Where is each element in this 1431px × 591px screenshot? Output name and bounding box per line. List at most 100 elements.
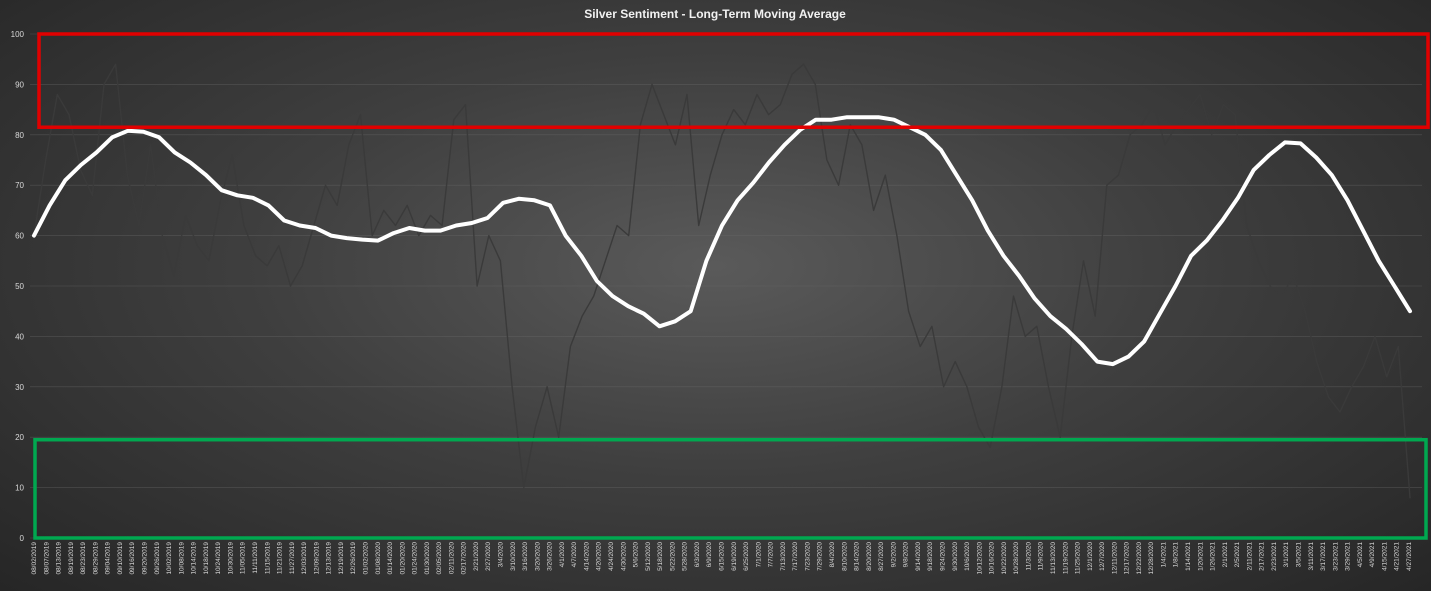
x-tick-label-22: 12/03/2019 bbox=[301, 542, 308, 575]
x-tick-label-59: 7/1/2020 bbox=[755, 542, 762, 568]
x-tick-label-80: 10/28/2020 bbox=[1013, 542, 1020, 575]
x-tick-label-111: 4/21/2021 bbox=[1394, 542, 1401, 571]
x-tick-label-73: 9/18/2020 bbox=[927, 542, 934, 571]
x-tick-label-28: 01/08/2020 bbox=[375, 542, 382, 575]
x-tick-label-91: 12/28/2020 bbox=[1148, 542, 1155, 575]
x-tick-label-56: 6/15/2020 bbox=[719, 542, 726, 571]
y-tick-label-8: 80 bbox=[15, 131, 24, 140]
x-tick-label-99: 2/11/2021 bbox=[1246, 542, 1253, 571]
x-tick-label-60: 7/7/2020 bbox=[768, 542, 775, 568]
x-tick-label-29: 01/14/2020 bbox=[387, 542, 394, 575]
x-tick-label-25: 12/19/2019 bbox=[338, 542, 345, 575]
x-tick-label-3: 08/19/2019 bbox=[68, 542, 75, 575]
x-tick-label-35: 02/17/2020 bbox=[461, 542, 468, 575]
x-tick-label-40: 3/16/2020 bbox=[522, 542, 529, 571]
x-tick-label-82: 11/9/2020 bbox=[1038, 542, 1045, 571]
x-tick-label-69: 8/27/2020 bbox=[878, 542, 885, 571]
x-tick-label-95: 1/20/2021 bbox=[1197, 542, 1204, 571]
x-tick-label-94: 1/14/2021 bbox=[1185, 542, 1192, 571]
x-tick-label-53: 5/28/2020 bbox=[682, 542, 689, 571]
x-tick-label-57: 6/19/2020 bbox=[731, 542, 738, 571]
y-tick-label-7: 70 bbox=[15, 181, 24, 190]
x-tick-label-39: 3/10/2020 bbox=[510, 542, 517, 571]
x-tick-label-50: 5/12/2020 bbox=[645, 542, 652, 571]
x-tick-label-36: 2/21/2020 bbox=[473, 542, 480, 571]
x-tick-label-78: 10/16/2020 bbox=[989, 542, 996, 575]
x-tick-label-55: 6/9/2020 bbox=[706, 542, 713, 568]
x-axis-ticks: 08/02/2019 08/07/2019 08/13/2019 08/19/2019… bbox=[31, 542, 1413, 575]
y-tick-label-4: 40 bbox=[15, 332, 24, 341]
x-tick-label-42: 3/26/2020 bbox=[547, 542, 554, 571]
x-tick-label-72: 9/14/2020 bbox=[915, 542, 922, 571]
x-tick-label-18: 11/11/2019 bbox=[252, 542, 259, 574]
x-tick-label-54: 6/3/2020 bbox=[694, 542, 701, 568]
x-tick-label-33: 02/05/2020 bbox=[436, 542, 443, 575]
x-tick-label-4: 08/23/2019 bbox=[80, 542, 87, 575]
x-tick-label-5: 08/29/2019 bbox=[92, 542, 99, 575]
x-tick-label-44: 4/7/2020 bbox=[571, 542, 578, 568]
x-tick-label-66: 8/10/2020 bbox=[841, 542, 848, 571]
x-tick-label-10: 09/26/2019 bbox=[154, 542, 161, 575]
x-tick-label-61: 7/13/2020 bbox=[780, 542, 787, 571]
x-tick-label-48: 4/30/2020 bbox=[620, 542, 627, 571]
x-tick-label-8: 09/16/2019 bbox=[129, 542, 136, 575]
x-tick-label-70: 9/2/2020 bbox=[890, 542, 897, 568]
x-tick-label-77: 10/12/2020 bbox=[976, 542, 983, 575]
x-tick-label-49: 5/6/2020 bbox=[633, 542, 640, 568]
overbought-zone-box bbox=[37, 32, 1430, 129]
x-tick-label-74: 9/24/2020 bbox=[939, 542, 946, 571]
x-tick-label-58: 6/25/2020 bbox=[743, 542, 750, 571]
x-tick-label-90: 12/22/2020 bbox=[1136, 542, 1143, 575]
x-tick-label-46: 4/20/2020 bbox=[596, 542, 603, 571]
x-tick-label-14: 10/18/2019 bbox=[203, 542, 210, 575]
y-tick-label-0: 0 bbox=[20, 534, 25, 543]
x-tick-label-83: 11/13/2020 bbox=[1050, 542, 1057, 574]
x-tick-label-16: 10/30/2019 bbox=[227, 542, 234, 575]
oversold-zone-box bbox=[33, 437, 1428, 540]
x-tick-label-68: 8/20/2020 bbox=[866, 542, 873, 571]
x-tick-label-87: 12/7/2020 bbox=[1099, 542, 1106, 571]
x-tick-label-23: 12/09/2019 bbox=[313, 542, 320, 575]
x-tick-label-112: 4/27/2021 bbox=[1406, 542, 1413, 571]
x-tick-label-30: 01/20/2020 bbox=[399, 542, 406, 575]
x-tick-label-89: 12/17/2020 bbox=[1124, 542, 1131, 575]
x-tick-label-103: 3/5/2021 bbox=[1296, 542, 1303, 568]
y-tick-label-10: 100 bbox=[11, 30, 25, 39]
x-tick-label-13: 10/14/2019 bbox=[191, 542, 198, 575]
x-tick-label-24: 12/13/2019 bbox=[326, 542, 333, 575]
x-tick-label-106: 3/23/2021 bbox=[1332, 542, 1339, 571]
x-tick-label-63: 7/23/2020 bbox=[804, 542, 811, 571]
x-tick-label-64: 7/29/2020 bbox=[817, 542, 824, 571]
x-tick-label-98: 2/5/2021 bbox=[1234, 542, 1241, 568]
x-tick-label-47: 4/24/2020 bbox=[608, 542, 615, 571]
x-tick-label-105: 3/17/2021 bbox=[1320, 542, 1327, 571]
x-tick-label-12: 10/08/2019 bbox=[178, 542, 185, 575]
x-tick-label-2: 08/13/2019 bbox=[56, 542, 63, 575]
x-tick-label-100: 2/17/2021 bbox=[1259, 542, 1266, 571]
y-tick-label-1: 10 bbox=[15, 484, 24, 493]
annotation-boxes bbox=[33, 32, 1430, 540]
x-tick-label-85: 11/25/2020 bbox=[1075, 542, 1082, 574]
y-tick-label-2: 20 bbox=[15, 433, 24, 442]
x-tick-label-26: 12/26/2019 bbox=[350, 542, 357, 575]
x-tick-label-45: 4/14/2020 bbox=[583, 542, 590, 571]
x-tick-label-37: 2/27/2020 bbox=[485, 542, 492, 571]
x-tick-label-102: 3/1/2021 bbox=[1283, 542, 1290, 568]
x-tick-label-41: 3/20/2020 bbox=[534, 542, 541, 571]
y-axis-ticks: 0 10 20 30 40 50 60 70 80 90 100 bbox=[11, 30, 25, 543]
x-tick-label-96: 1/26/2021 bbox=[1210, 542, 1217, 571]
x-tick-label-17: 11/05/2019 bbox=[240, 542, 247, 574]
x-tick-label-62: 7/17/2020 bbox=[792, 542, 799, 571]
x-tick-label-88: 12/11/2020 bbox=[1111, 542, 1118, 574]
x-tick-label-109: 4/9/2021 bbox=[1369, 542, 1376, 568]
y-tick-label-3: 30 bbox=[15, 383, 24, 392]
x-tick-label-43: 4/1/2020 bbox=[559, 542, 566, 568]
x-tick-label-9: 09/20/2019 bbox=[141, 542, 148, 575]
x-tick-label-15: 10/24/2019 bbox=[215, 542, 222, 575]
x-tick-label-52: 5/22/2020 bbox=[669, 542, 676, 571]
x-tick-label-27: 01/02/2020 bbox=[362, 542, 369, 575]
x-tick-label-67: 8/14/2020 bbox=[854, 542, 861, 571]
x-tick-label-71: 9/8/2020 bbox=[903, 542, 910, 568]
